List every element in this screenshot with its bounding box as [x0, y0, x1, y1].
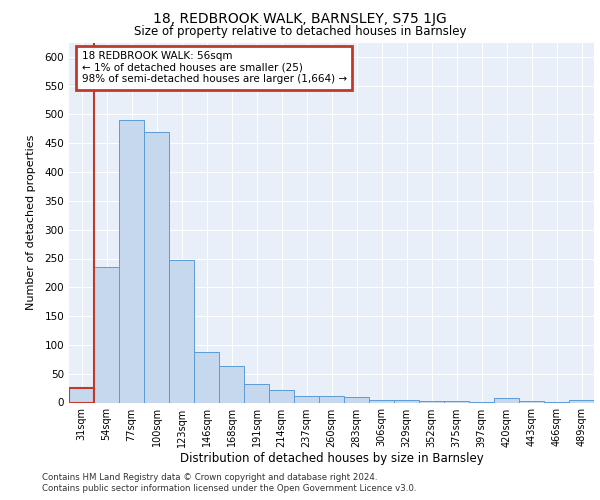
Bar	[269, 390, 294, 402]
Text: Size of property relative to detached houses in Barnsley: Size of property relative to detached ho…	[134, 25, 466, 38]
Bar	[69, 388, 94, 402]
Text: Contains HM Land Registry data © Crown copyright and database right 2024.: Contains HM Land Registry data © Crown c…	[42, 472, 377, 482]
Bar	[394, 400, 419, 402]
Bar	[344, 398, 369, 402]
Bar	[369, 400, 394, 402]
Bar	[144, 132, 169, 402]
X-axis label: Distribution of detached houses by size in Barnsley: Distribution of detached houses by size …	[179, 452, 484, 466]
Bar	[319, 396, 344, 402]
Text: 18, REDBROOK WALK, BARNSLEY, S75 1JG: 18, REDBROOK WALK, BARNSLEY, S75 1JG	[153, 12, 447, 26]
Text: 18 REDBROOK WALK: 56sqm
← 1% of detached houses are smaller (25)
98% of semi-det: 18 REDBROOK WALK: 56sqm ← 1% of detached…	[82, 51, 347, 84]
Bar	[569, 400, 594, 402]
Bar	[244, 384, 269, 402]
Bar	[94, 267, 119, 402]
Bar	[169, 260, 194, 402]
Bar	[194, 352, 219, 403]
Bar	[294, 396, 319, 402]
Y-axis label: Number of detached properties: Number of detached properties	[26, 135, 36, 310]
Bar	[494, 398, 519, 402]
Text: Contains public sector information licensed under the Open Government Licence v3: Contains public sector information licen…	[42, 484, 416, 493]
Bar	[119, 120, 144, 402]
Bar	[219, 366, 244, 403]
Bar	[519, 401, 544, 402]
